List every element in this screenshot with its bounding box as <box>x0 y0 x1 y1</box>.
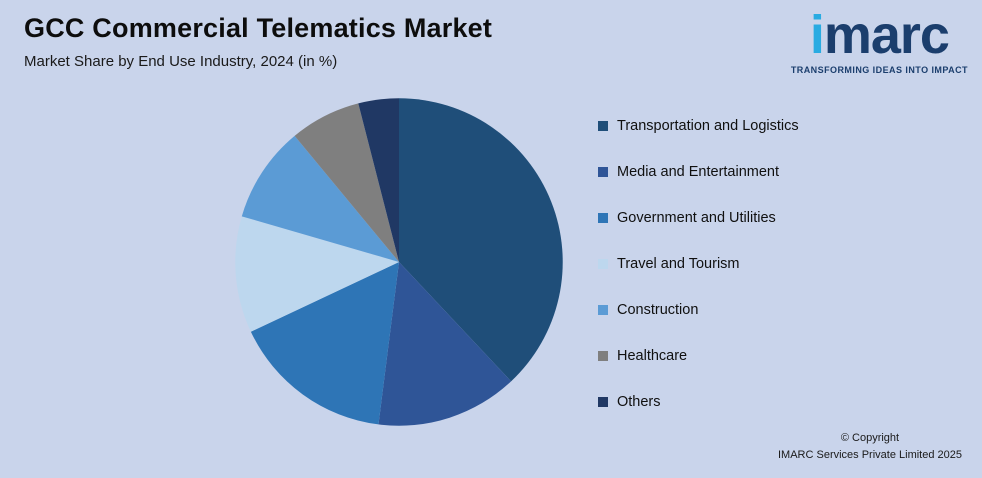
pie-slice-6 <box>358 98 399 262</box>
legend-item: Transportation and Logistics <box>598 115 799 136</box>
pie-slice-0 <box>399 98 563 382</box>
legend-swatch <box>598 304 608 315</box>
pie-slice-4 <box>241 135 399 262</box>
legend-item: Healthcare <box>598 345 799 366</box>
header: GCC Commercial Telematics Market Market … <box>24 13 492 70</box>
legend-swatch <box>598 396 608 407</box>
legend-label: Others <box>617 393 661 410</box>
legend-item: Government and Utilities <box>598 207 799 228</box>
pie-slice-2 <box>250 262 399 425</box>
imarc-logo-i: i <box>809 5 825 65</box>
legend-swatch <box>598 258 608 269</box>
imarc-logo: imarc TRANSFORMING IDEAS INTO IMPACT <box>791 8 968 75</box>
pie-slice-1 <box>378 262 512 426</box>
page-subtitle: Market Share by End Use Industry, 2024 (… <box>24 53 338 71</box>
legend-swatch <box>598 350 608 361</box>
legend-label: Travel and Tourism <box>617 255 740 272</box>
logo-tagline: TRANSFORMING IDEAS INTO IMPACT <box>790 65 968 75</box>
pie-chart <box>235 98 563 426</box>
legend-label: Government and Utilities <box>617 209 776 226</box>
legend-swatch <box>598 120 608 131</box>
page-title: GCC Commercial Telematics Market <box>24 13 493 43</box>
legend-item: Construction <box>598 299 799 320</box>
copyright: © Copyright IMARC Services Private Limit… <box>778 430 962 463</box>
legend-swatch <box>598 212 608 223</box>
imarc-logo-wordmark: imarc <box>791 8 968 62</box>
copyright-line1: © Copyright <box>840 432 900 444</box>
copyright-line2: IMARC Services Private Limited 2025 <box>777 448 962 461</box>
pie-slice-5 <box>294 103 399 262</box>
imarc-logo-marc: marc <box>823 5 950 65</box>
legend-label: Media and Entertainment <box>617 163 780 180</box>
legend-label: Construction <box>617 301 699 318</box>
legend-item: Others <box>598 391 799 412</box>
pie-slice-3 <box>235 216 399 332</box>
legend-item: Travel and Tourism <box>598 253 799 274</box>
legend: Transportation and Logistics Media and E… <box>598 115 799 437</box>
legend-label: Healthcare <box>617 347 688 364</box>
legend-swatch <box>598 166 608 177</box>
legend-item: Media and Entertainment <box>598 161 799 182</box>
legend-label: Transportation and Logistics <box>617 117 799 134</box>
